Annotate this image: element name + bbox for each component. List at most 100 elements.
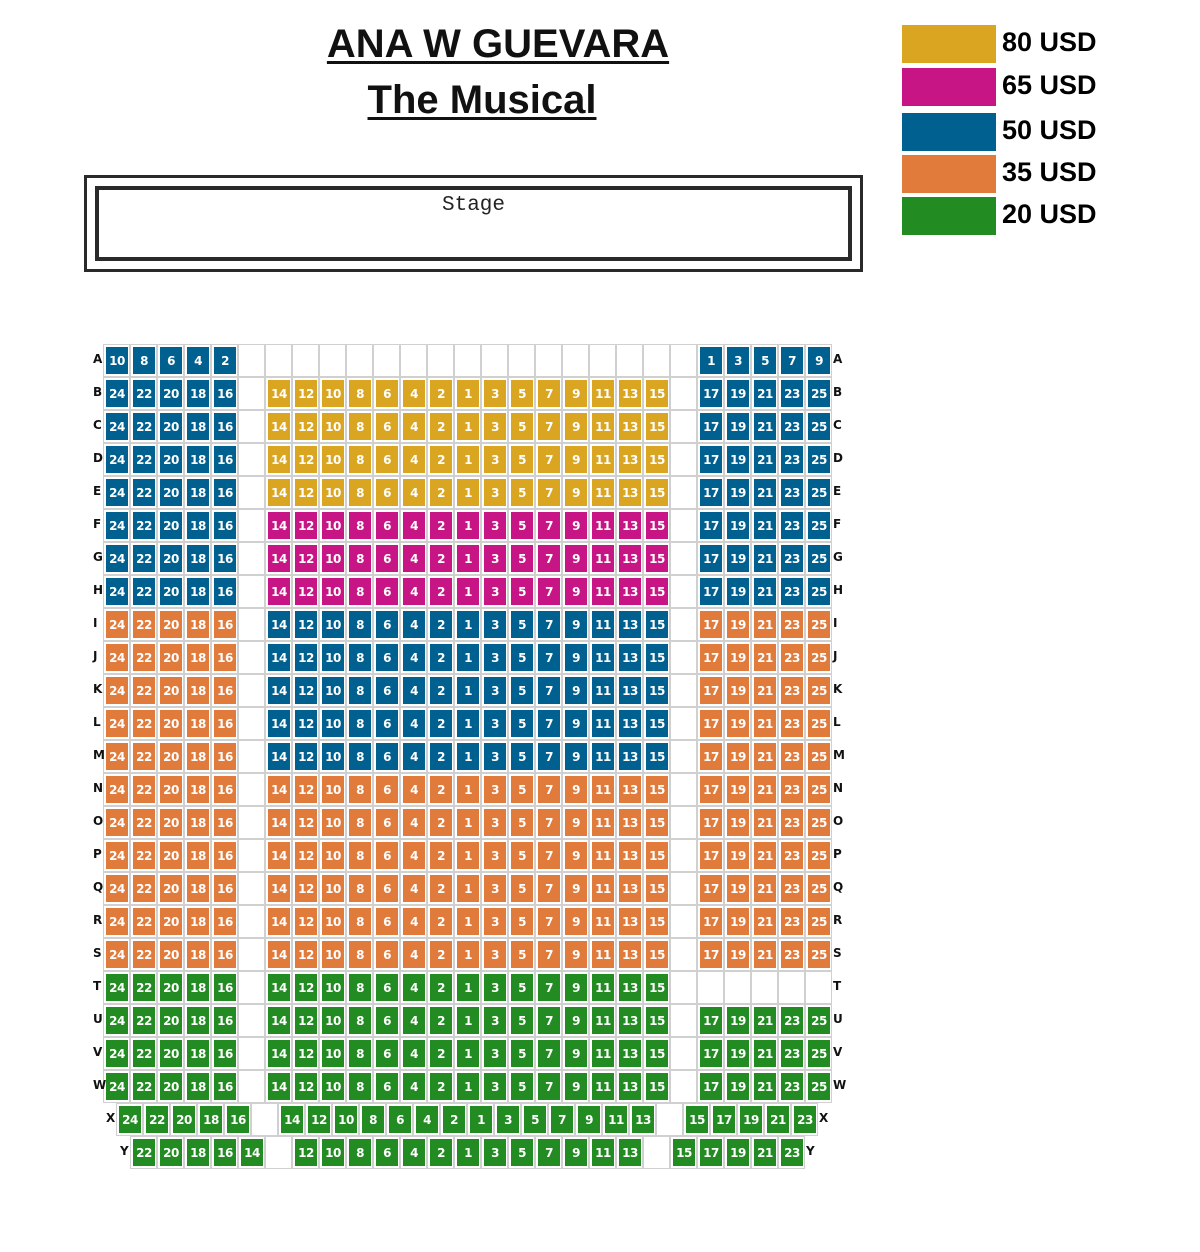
seat-I16[interactable]: 16	[211, 608, 238, 641]
seat-I3[interactable]: 3	[481, 608, 508, 641]
seat-Y22[interactable]: 22	[130, 1136, 157, 1169]
seat-I13[interactable]: 13	[616, 608, 643, 641]
seat-U2[interactable]: 2	[427, 1004, 454, 1037]
seat-P7[interactable]: 7	[535, 839, 562, 872]
seat-M9[interactable]: 9	[562, 740, 589, 773]
seat-V19[interactable]: 19	[724, 1037, 751, 1070]
seat-U20[interactable]: 20	[157, 1004, 184, 1037]
seat-V25[interactable]: 25	[805, 1037, 832, 1070]
seat-F11[interactable]: 11	[589, 509, 616, 542]
seat-K3[interactable]: 3	[481, 674, 508, 707]
seat-W10[interactable]: 10	[319, 1070, 346, 1103]
seat-D18[interactable]: 18	[184, 443, 211, 476]
seat-Q24[interactable]: 24	[103, 872, 130, 905]
seat-U1[interactable]: 1	[454, 1004, 481, 1037]
seat-W12[interactable]: 12	[292, 1070, 319, 1103]
seat-D7[interactable]: 7	[535, 443, 562, 476]
seat-G10[interactable]: 10	[319, 542, 346, 575]
seat-Y6[interactable]: 6	[373, 1136, 400, 1169]
seat-O4[interactable]: 4	[400, 806, 427, 839]
seat-J1[interactable]: 1	[454, 641, 481, 674]
seat-M23[interactable]: 23	[778, 740, 805, 773]
seat-V11[interactable]: 11	[589, 1037, 616, 1070]
seat-Y15[interactable]: 15	[670, 1136, 697, 1169]
seat-F6[interactable]: 6	[373, 509, 400, 542]
seat-M15[interactable]: 15	[643, 740, 670, 773]
seat-L24[interactable]: 24	[103, 707, 130, 740]
seat-L16[interactable]: 16	[211, 707, 238, 740]
seat-Y5[interactable]: 5	[508, 1136, 535, 1169]
seat-I23[interactable]: 23	[778, 608, 805, 641]
seat-X15[interactable]: 15	[683, 1103, 710, 1136]
seat-A10[interactable]: 10	[103, 344, 130, 377]
seat-W20[interactable]: 20	[157, 1070, 184, 1103]
seat-K7[interactable]: 7	[535, 674, 562, 707]
seat-B14[interactable]: 14	[265, 377, 292, 410]
seat-N23[interactable]: 23	[778, 773, 805, 806]
seat-W6[interactable]: 6	[373, 1070, 400, 1103]
seat-C3[interactable]: 3	[481, 410, 508, 443]
seat-I22[interactable]: 22	[130, 608, 157, 641]
seat-S3[interactable]: 3	[481, 938, 508, 971]
seat-H14[interactable]: 14	[265, 575, 292, 608]
seat-B1[interactable]: 1	[454, 377, 481, 410]
seat-I7[interactable]: 7	[535, 608, 562, 641]
seat-C18[interactable]: 18	[184, 410, 211, 443]
seat-M13[interactable]: 13	[616, 740, 643, 773]
seat-X22[interactable]: 22	[143, 1103, 170, 1136]
seat-M17[interactable]: 17	[697, 740, 724, 773]
seat-W1[interactable]: 1	[454, 1070, 481, 1103]
seat-N6[interactable]: 6	[373, 773, 400, 806]
seat-M3[interactable]: 3	[481, 740, 508, 773]
seat-F25[interactable]: 25	[805, 509, 832, 542]
seat-M10[interactable]: 10	[319, 740, 346, 773]
seat-I6[interactable]: 6	[373, 608, 400, 641]
seat-K5[interactable]: 5	[508, 674, 535, 707]
seat-J17[interactable]: 17	[697, 641, 724, 674]
seat-A5[interactable]: 5	[751, 344, 778, 377]
seat-I1[interactable]: 1	[454, 608, 481, 641]
seat-N8[interactable]: 8	[346, 773, 373, 806]
seat-S15[interactable]: 15	[643, 938, 670, 971]
seat-N9[interactable]: 9	[562, 773, 589, 806]
seat-W11[interactable]: 11	[589, 1070, 616, 1103]
seat-U4[interactable]: 4	[400, 1004, 427, 1037]
seat-I14[interactable]: 14	[265, 608, 292, 641]
seat-U7[interactable]: 7	[535, 1004, 562, 1037]
seat-E22[interactable]: 22	[130, 476, 157, 509]
seat-K18[interactable]: 18	[184, 674, 211, 707]
seat-S4[interactable]: 4	[400, 938, 427, 971]
seat-G24[interactable]: 24	[103, 542, 130, 575]
seat-S23[interactable]: 23	[778, 938, 805, 971]
seat-R21[interactable]: 21	[751, 905, 778, 938]
seat-J23[interactable]: 23	[778, 641, 805, 674]
seat-H21[interactable]: 21	[751, 575, 778, 608]
seat-U18[interactable]: 18	[184, 1004, 211, 1037]
seat-L25[interactable]: 25	[805, 707, 832, 740]
seat-L19[interactable]: 19	[724, 707, 751, 740]
seat-L1[interactable]: 1	[454, 707, 481, 740]
seat-F20[interactable]: 20	[157, 509, 184, 542]
seat-H19[interactable]: 19	[724, 575, 751, 608]
seat-I4[interactable]: 4	[400, 608, 427, 641]
seat-B8[interactable]: 8	[346, 377, 373, 410]
seat-W7[interactable]: 7	[535, 1070, 562, 1103]
seat-M2[interactable]: 2	[427, 740, 454, 773]
seat-S25[interactable]: 25	[805, 938, 832, 971]
seat-T16[interactable]: 16	[211, 971, 238, 1004]
seat-B2[interactable]: 2	[427, 377, 454, 410]
seat-X19[interactable]: 19	[737, 1103, 764, 1136]
seat-E21[interactable]: 21	[751, 476, 778, 509]
seat-U22[interactable]: 22	[130, 1004, 157, 1037]
seat-S22[interactable]: 22	[130, 938, 157, 971]
seat-W25[interactable]: 25	[805, 1070, 832, 1103]
seat-J9[interactable]: 9	[562, 641, 589, 674]
seat-F12[interactable]: 12	[292, 509, 319, 542]
seat-D10[interactable]: 10	[319, 443, 346, 476]
seat-F10[interactable]: 10	[319, 509, 346, 542]
seat-C19[interactable]: 19	[724, 410, 751, 443]
seat-P24[interactable]: 24	[103, 839, 130, 872]
seat-D12[interactable]: 12	[292, 443, 319, 476]
seat-F23[interactable]: 23	[778, 509, 805, 542]
seat-P11[interactable]: 11	[589, 839, 616, 872]
